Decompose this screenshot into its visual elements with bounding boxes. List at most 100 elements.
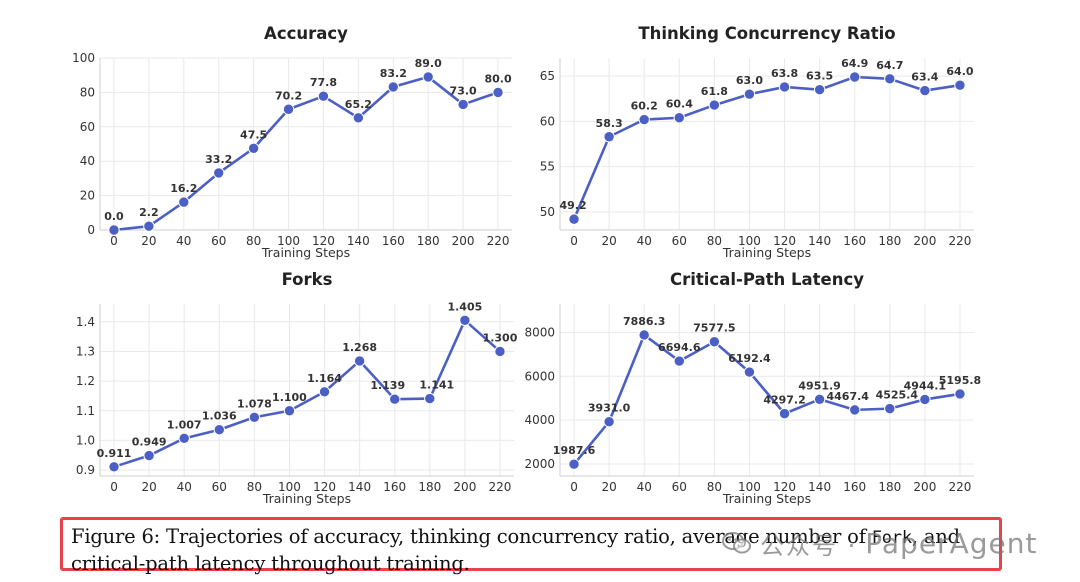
x-tick-label: 100 (278, 480, 301, 494)
x-tick-label: 20 (141, 480, 156, 494)
data-label: 65.2 (345, 98, 372, 111)
x-tick-label: 80 (707, 480, 722, 494)
data-point (387, 81, 399, 93)
x-tick-label: 220 (949, 234, 972, 248)
y-tick-label: 1.0 (76, 433, 95, 447)
data-point (143, 449, 155, 462)
chart-title: Accuracy (264, 24, 348, 43)
data-label: 1.036 (202, 410, 237, 423)
chart-2: 0 20 40 60 80 100 120 140 160 180 200 220 50 55 60 65 Th… (540, 24, 974, 260)
data-label: 64.7 (876, 59, 903, 72)
data-point (213, 167, 225, 179)
data-label: 1.405 (447, 300, 482, 313)
series-line (573, 333, 961, 466)
figure-caption-box: Figure 6: Trajectories of accuracy, thin… (60, 517, 1002, 575)
data-point (919, 393, 931, 406)
y-tick-label: 65 (540, 69, 555, 83)
x-tick-label: 60 (212, 480, 227, 494)
y-tick-label: 80 (80, 85, 95, 99)
data-point (247, 142, 260, 155)
x-tick-label: 120 (773, 480, 796, 494)
y-tick-label: 55 (540, 160, 555, 174)
x-tick-label: 80 (707, 234, 722, 248)
data-label: 61.8 (701, 85, 728, 98)
data-label: 4951.9 (798, 379, 840, 392)
plot-area (100, 58, 512, 230)
x-tick-label: 200 (453, 480, 476, 494)
data-point (492, 86, 504, 99)
data-label: 16.2 (170, 182, 197, 195)
y-tick-label: 2000 (524, 457, 555, 471)
x-tick-label: 60 (672, 480, 687, 494)
data-label: 63.0 (736, 74, 763, 87)
chart-3: 0 20 40 60 80 100 120 140 160 180 200 220 0.9 1.0 1.1 1… (76, 270, 518, 506)
figure-caption: Figure 6: Trajectories of accuracy, thin… (71, 524, 996, 576)
data-point (494, 345, 506, 358)
data-point (638, 113, 650, 126)
data-point (108, 461, 120, 473)
data-label: 58.3 (596, 117, 623, 130)
data-point (673, 355, 685, 367)
series-line (113, 75, 499, 232)
y-tick-label: 4000 (524, 413, 555, 427)
data-label: 1.007 (167, 418, 202, 431)
data-point (213, 424, 225, 436)
data-label: 83.2 (380, 67, 407, 80)
x-tick-label: 160 (383, 480, 406, 494)
data-point (459, 314, 471, 327)
data-point (813, 83, 826, 96)
chart-title: Thinking Concurrency Ratio (638, 24, 895, 43)
x-tick-label: 160 (843, 480, 866, 494)
plot-area (560, 58, 974, 230)
data-point (424, 392, 436, 405)
x-tick-label: 120 (312, 234, 335, 248)
data-label: 80.0 (484, 72, 511, 85)
caption-text-before: Figure 6: Trajectories of accuracy, thin… (71, 525, 872, 548)
x-tick-label: 100 (277, 234, 300, 248)
data-point (813, 393, 826, 405)
data-label: 60.4 (666, 98, 693, 111)
data-label: 89.0 (415, 57, 442, 70)
x-tick-label: 200 (913, 234, 936, 248)
x-tick-label: 40 (637, 234, 652, 248)
data-point (849, 404, 861, 416)
data-label: 64.9 (841, 57, 868, 70)
y-tick-label: 20 (80, 189, 95, 203)
x-tick-label: 100 (738, 480, 761, 494)
y-tick-label: 60 (540, 114, 555, 128)
data-label: 73.0 (450, 84, 477, 97)
data-label: 0.0 (104, 210, 124, 223)
x-tick-label: 40 (177, 480, 192, 494)
data-point (178, 196, 190, 208)
x-tick-label: 60 (672, 234, 687, 248)
data-label: 3931.0 (588, 402, 631, 415)
data-label: 0.949 (132, 436, 167, 449)
x-tick-label: 100 (738, 234, 761, 248)
x-tick-label: 140 (808, 480, 831, 494)
x-tick-label: 40 (176, 234, 191, 248)
x-tick-label: 20 (601, 234, 616, 248)
data-point (352, 112, 365, 124)
data-point (353, 355, 366, 367)
data-point (143, 220, 155, 232)
data-label: 60.2 (631, 100, 658, 113)
x-tick-label: 160 (843, 234, 866, 248)
data-point (743, 366, 756, 378)
x-tick-label: 140 (808, 234, 831, 248)
x-tick-label: 20 (601, 480, 616, 494)
x-tick-label: 140 (348, 480, 371, 494)
data-point (422, 71, 434, 83)
x-tick-label: 220 (487, 234, 510, 248)
data-point (603, 415, 615, 428)
data-label: 4467.4 (826, 390, 869, 403)
x-tick-label: 140 (347, 234, 370, 248)
data-point (743, 88, 756, 100)
data-label: 1.078 (237, 397, 272, 410)
x-tick-label: 40 (637, 480, 652, 494)
data-label: 47.5 (240, 128, 267, 141)
x-tick-label: 0 (110, 234, 118, 248)
data-label: 7886.3 (623, 315, 665, 328)
data-point (282, 103, 295, 115)
data-label: 6192.4 (728, 352, 771, 365)
data-label: 4525.4 (876, 389, 919, 402)
